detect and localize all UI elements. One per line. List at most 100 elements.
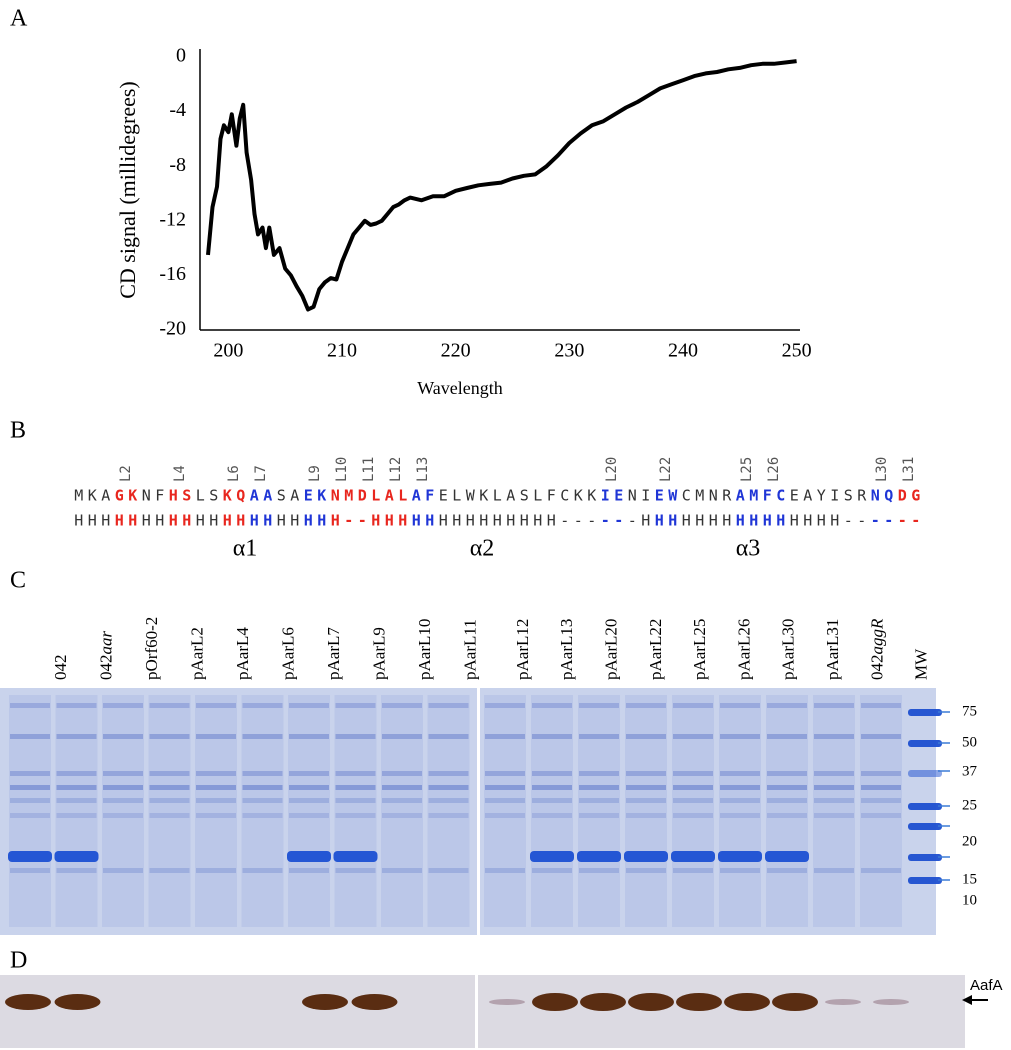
gel-band: [485, 813, 525, 818]
lane-label: pAarL12: [513, 619, 532, 680]
panel-label: B: [10, 418, 26, 444]
lane-label: pAarL30: [779, 619, 798, 680]
secondary-structure: HH: [412, 512, 435, 530]
aafa-band: [287, 851, 331, 862]
residues: FC: [763, 487, 786, 505]
y-tick-label: -4: [169, 99, 186, 121]
gel-band: [814, 703, 854, 708]
gel-band: [428, 703, 469, 708]
gel-band: [626, 868, 666, 873]
residues: GK: [115, 487, 138, 505]
blot-band: [772, 993, 818, 1011]
secondary-structure: --: [871, 512, 894, 530]
gel-band: [579, 785, 619, 790]
secondary-structure: HH: [385, 512, 408, 530]
lane-label: pAarL26: [734, 619, 753, 680]
gel-band: [335, 813, 376, 818]
gel-band: [626, 703, 666, 708]
x-tick-label: 200: [213, 340, 243, 362]
gel-band: [196, 785, 236, 790]
lane-label-italic: aar: [96, 631, 115, 655]
loop-label: L11: [361, 457, 377, 482]
panel-label: C: [10, 568, 26, 594]
lane-label: 042aggR: [867, 618, 886, 680]
gel-band: [720, 813, 760, 818]
gel-lane: [381, 695, 423, 927]
aafa-band: [54, 851, 99, 862]
loop-label: L10: [334, 457, 350, 482]
gel-band: [242, 785, 283, 790]
cd-spectrum: [206, 59, 797, 312]
gel-band: [289, 703, 329, 708]
residues: EW: [655, 487, 679, 505]
gel-band: [532, 703, 572, 708]
gel-band: [861, 785, 901, 790]
gel-lane: [102, 695, 144, 927]
lane-label: pOrf60-2: [142, 617, 161, 680]
gel-band: [767, 785, 807, 790]
x-axis-label: Wavelength: [417, 378, 503, 398]
gel-band: [673, 868, 713, 873]
secondary-structure: -H: [358, 512, 381, 530]
gel-band: [579, 771, 619, 776]
loop-label: L25: [739, 457, 755, 482]
residues: AF: [412, 487, 435, 505]
mw-label: 25: [962, 797, 977, 813]
gel-band: [767, 798, 807, 803]
gel-band: [196, 798, 236, 803]
secondary-structure: HH: [223, 512, 246, 530]
gel-band: [56, 798, 97, 803]
gel-band: [56, 703, 97, 708]
residues: NQ: [871, 487, 894, 505]
residues: AL: [385, 487, 408, 505]
gel-lane: [531, 695, 573, 927]
gel-band: [428, 798, 469, 803]
secondary-structure: HH: [277, 512, 300, 530]
gel-band: [10, 798, 50, 803]
gel-lane: [148, 695, 191, 927]
gel-band: [814, 771, 854, 776]
ladder-band: [908, 823, 942, 830]
secondary-structure: HHHH: [682, 512, 732, 530]
blot-band: [628, 993, 674, 1011]
residues: AM: [736, 487, 759, 505]
residues: ELWKLASLFCKK: [439, 487, 597, 505]
blot-band: [351, 994, 398, 1010]
gel-lane: [719, 695, 761, 927]
secondary-structure: --: [898, 512, 921, 530]
lane-label: pAarL10: [415, 619, 434, 680]
residues: IE: [601, 487, 624, 505]
gel-band: [626, 798, 666, 803]
gel-band: [485, 785, 525, 790]
y-tick-label: -8: [169, 154, 186, 176]
gel-band: [289, 771, 329, 776]
gel-band: [149, 798, 190, 803]
secondary-structure: H-: [331, 512, 354, 530]
residues: DG: [898, 487, 921, 505]
gel-band: [720, 771, 760, 776]
gel-band: [814, 734, 854, 739]
lane-label: pAarL20: [602, 619, 621, 680]
gel-band: [579, 734, 619, 739]
loop-label: L6: [226, 465, 242, 482]
gel-band: [767, 813, 807, 818]
gel-band: [10, 703, 50, 708]
gel-band: [56, 734, 97, 739]
gel-band: [428, 771, 469, 776]
arrow-head: [962, 995, 972, 1005]
helix-label: α1: [233, 536, 258, 562]
gel-band: [579, 868, 619, 873]
blot-band: [532, 993, 578, 1011]
gel-band: [103, 813, 143, 818]
blot-band: [676, 993, 722, 1011]
residues: LS: [196, 487, 219, 505]
gel-band: [814, 813, 854, 818]
gel-band: [335, 734, 376, 739]
ladder-band: [908, 770, 942, 777]
gel-band: [485, 771, 525, 776]
lane-label-part: 042: [96, 655, 115, 681]
lane-label: pAarL25: [690, 619, 709, 680]
gel-band: [289, 734, 329, 739]
lane-label: pAarL11: [460, 619, 479, 680]
secondary-structure: HHHH--: [790, 512, 867, 530]
